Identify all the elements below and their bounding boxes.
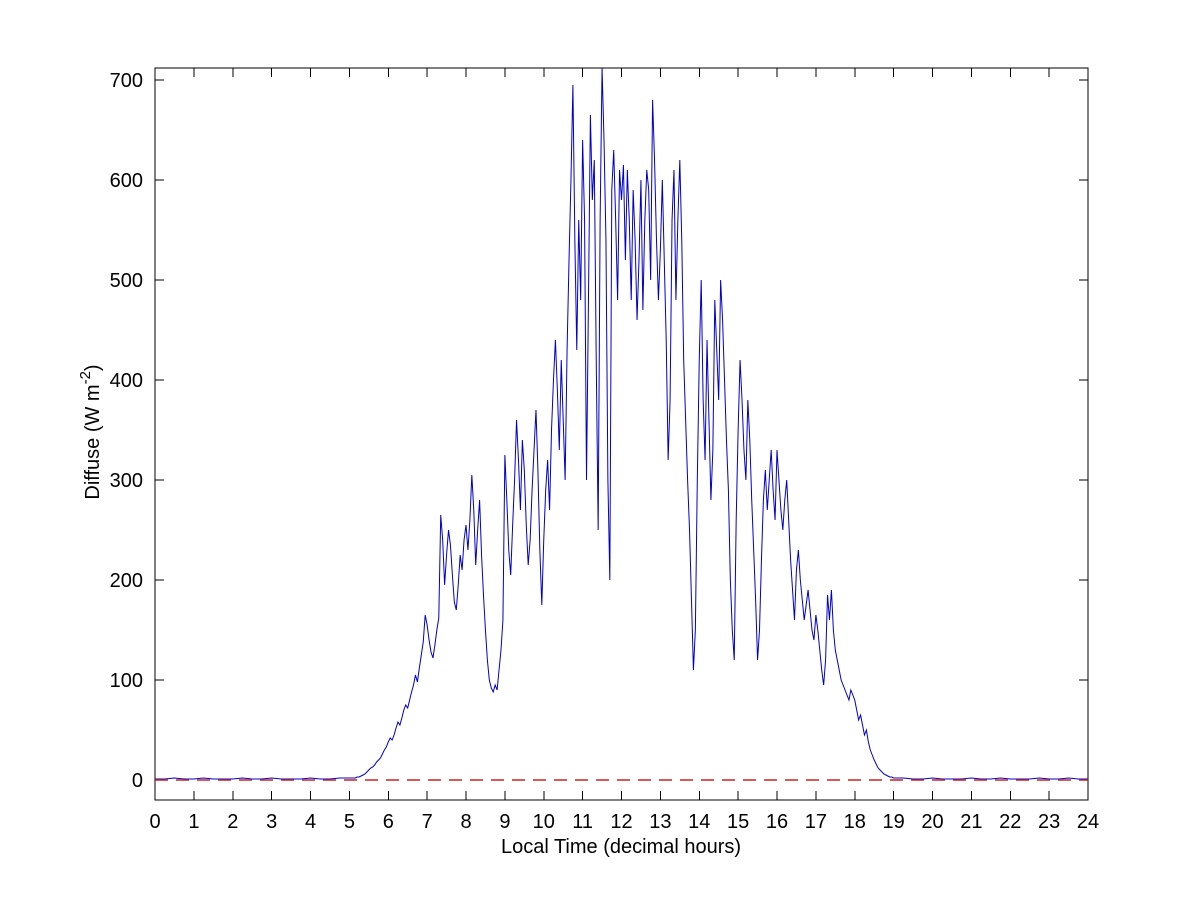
axis-ticks: [154, 68, 1089, 800]
x-tick-label: 8: [460, 811, 471, 833]
x-tick-label: 20: [921, 811, 943, 833]
y-tick-label: 100: [110, 670, 143, 692]
x-tick-label: 10: [533, 811, 555, 833]
x-tick-label: 13: [649, 811, 671, 833]
x-tick-label: 0: [149, 811, 160, 833]
data-series-group: [155, 67, 1088, 781]
x-tick-label: 17: [805, 811, 827, 833]
y-tick-label: 600: [110, 170, 143, 192]
diffuse-irradiance-line: [155, 67, 1088, 780]
x-tick-label: 18: [844, 811, 866, 833]
y-axis-label: Diffuse (W m-2): [77, 364, 104, 499]
y-tick-label: 200: [110, 570, 143, 592]
x-tick-label: 23: [1038, 811, 1060, 833]
x-tick-label: 6: [383, 811, 394, 833]
y-tick-label: 500: [110, 270, 143, 292]
y-tick-label: 700: [110, 70, 143, 92]
x-tick-label: 22: [999, 811, 1021, 833]
x-tick-label: 7: [422, 811, 433, 833]
y-tick-label: 400: [110, 370, 143, 392]
y-axis-label-superscript: -2: [77, 371, 94, 384]
x-tick-label: 24: [1077, 811, 1099, 833]
y-axis-label-main: Diffuse (W m: [82, 384, 104, 499]
x-tick-label: 16: [766, 811, 788, 833]
x-tick-label: 2: [227, 811, 238, 833]
x-tick-label: 3: [266, 811, 277, 833]
x-axis-label: Local Time (decimal hours): [501, 836, 741, 858]
x-tick-label: 9: [499, 811, 510, 833]
x-tick-label: 1: [188, 811, 199, 833]
x-tick-label: 14: [688, 811, 710, 833]
x-tick-label: 12: [610, 811, 632, 833]
y-axis-label-close: ): [82, 364, 104, 371]
y-tick-label: 300: [110, 470, 143, 492]
axis-tick-labels: 0 1 2 3 4 5 6 7 8 9 10 11 12 13 14 15 16 17 18 19 20 21 22 23 24…: [110, 70, 1100, 833]
x-tick-label: 4: [305, 811, 316, 833]
x-tick-label: 15: [727, 811, 749, 833]
plot-area-border: [154, 67, 1089, 801]
y-tick-label: 0: [132, 770, 143, 792]
x-tick-label: 21: [960, 811, 982, 833]
x-tick-label: 19: [883, 811, 905, 833]
x-tick-label: 5: [344, 811, 355, 833]
x-tick-label: 11: [572, 811, 593, 833]
